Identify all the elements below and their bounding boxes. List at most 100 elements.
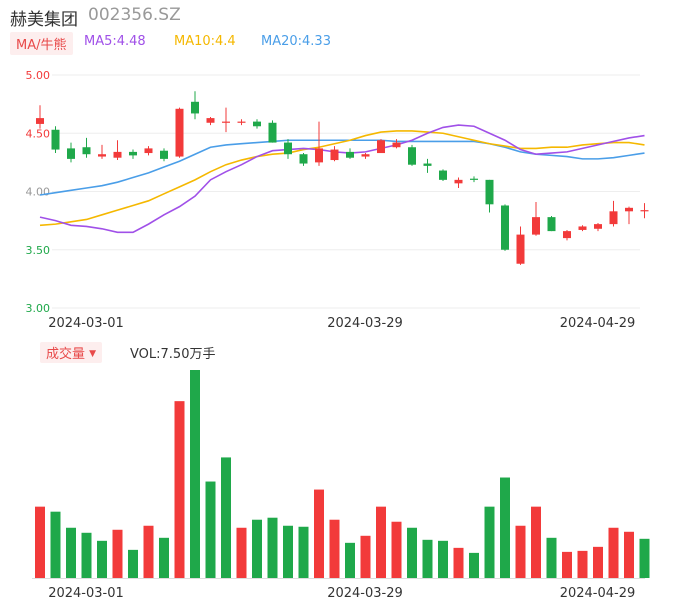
volume-bar xyxy=(143,525,154,578)
candle-body xyxy=(160,150,168,159)
ma5-legend-item: MA5:4.48 xyxy=(84,34,146,49)
volume-bar xyxy=(329,519,340,578)
candle-body xyxy=(625,207,633,212)
y-tick-label: 4.50 xyxy=(26,127,51,140)
candle-body xyxy=(346,151,354,158)
volume-bar xyxy=(624,531,634,578)
volume-bar xyxy=(453,547,464,578)
candle-body xyxy=(532,217,540,235)
candle-body xyxy=(284,142,292,155)
ma5-line xyxy=(39,124,645,234)
candle-body xyxy=(377,140,385,154)
candle-body xyxy=(330,149,339,161)
y-tick-label: 3.00 xyxy=(26,302,51,315)
candle-body xyxy=(392,142,401,148)
volume-bar xyxy=(391,521,402,578)
volume-bar xyxy=(562,551,572,578)
candle-body xyxy=(206,118,215,123)
candle-body xyxy=(237,121,246,123)
candle-body xyxy=(609,211,618,225)
volume-bar xyxy=(484,506,495,578)
price-x-label: 2024-04-29 xyxy=(560,316,636,331)
volume-bar xyxy=(608,527,619,578)
ma20-line xyxy=(39,139,645,196)
volume-x-label: 2024-03-01 xyxy=(48,586,124,601)
candle-body xyxy=(129,151,137,156)
candle-body xyxy=(113,151,122,158)
candle-body xyxy=(268,122,277,143)
volume-x-label: 2024-03-29 xyxy=(327,586,403,601)
volume-bar xyxy=(190,370,200,578)
candle-body xyxy=(563,231,571,239)
volume-x-label: 2024-04-29 xyxy=(560,586,636,601)
ma20-legend-item: MA20:4.33 xyxy=(261,34,331,49)
price-x-label: 2024-03-01 xyxy=(48,316,124,331)
volume-bar xyxy=(345,542,355,578)
candle-body xyxy=(547,217,556,232)
volume-bar xyxy=(112,529,123,578)
volume-bar xyxy=(267,517,278,578)
volume-bar xyxy=(639,538,650,578)
volume-bar xyxy=(174,401,185,578)
volume-selector-button[interactable]: 成交量 ▼ xyxy=(40,342,103,363)
volume-bar xyxy=(469,552,479,578)
volume-bar xyxy=(360,535,371,578)
volume-bar xyxy=(531,506,541,578)
candle-body xyxy=(423,163,432,166)
candle-body xyxy=(315,148,323,163)
volume-bar xyxy=(422,539,433,578)
candle-body xyxy=(361,154,370,157)
candle-body xyxy=(67,148,75,159)
y-tick-label: 5.00 xyxy=(26,69,51,82)
ma10-line xyxy=(39,130,645,227)
volume-bar xyxy=(66,527,76,578)
candle-body xyxy=(578,226,587,230)
stock-code: 002356.SZ xyxy=(88,5,181,25)
candle-body xyxy=(516,234,525,264)
volume-bar xyxy=(314,489,324,578)
volume-bar xyxy=(298,526,309,578)
candle-body xyxy=(594,224,602,229)
candle-body xyxy=(82,147,91,155)
candle-body xyxy=(51,129,60,150)
volume-bar xyxy=(128,549,138,578)
volume-bar xyxy=(97,540,107,578)
volume-bar xyxy=(515,525,526,578)
volume-selector-label: 成交量 xyxy=(46,347,86,362)
candle-body xyxy=(253,121,261,127)
volume-value: VOL:7.50万手 xyxy=(130,347,216,362)
volume-bar xyxy=(236,527,247,578)
stock-name: 赫美集团 xyxy=(10,10,78,30)
volume-bar xyxy=(577,550,588,578)
volume-bar xyxy=(35,506,45,578)
candle-body xyxy=(144,148,153,154)
candle-body xyxy=(98,154,106,157)
volume-bar xyxy=(159,537,169,578)
ma-selector-button[interactable]: MA/牛熊 xyxy=(10,32,73,55)
volume-bar xyxy=(376,506,386,578)
candle-body xyxy=(454,179,463,184)
y-tick-label: 3.50 xyxy=(26,244,51,257)
volume-bar xyxy=(593,546,603,578)
candle-body xyxy=(485,179,494,205)
candle-body xyxy=(175,108,184,157)
candle-body xyxy=(439,170,447,180)
volume-bar xyxy=(205,481,216,578)
volume-bar xyxy=(546,537,557,578)
price-x-label: 2024-03-29 xyxy=(327,316,403,331)
volume-bar xyxy=(438,540,448,578)
volume-bar xyxy=(252,519,262,578)
candle-body xyxy=(299,154,308,164)
dropdown-arrow-icon: ▼ xyxy=(89,349,97,359)
candle-body xyxy=(222,121,230,123)
volume-bar xyxy=(283,525,293,578)
volume-bar xyxy=(50,511,61,578)
volume-bar xyxy=(81,532,92,578)
volume-bar xyxy=(500,477,510,578)
y-tick-label: 4.00 xyxy=(26,186,51,199)
candle-body xyxy=(408,147,416,165)
ma10-legend-item: MA10:4.4 xyxy=(174,34,236,49)
candle-body xyxy=(36,118,44,124)
candle-body xyxy=(640,210,649,212)
